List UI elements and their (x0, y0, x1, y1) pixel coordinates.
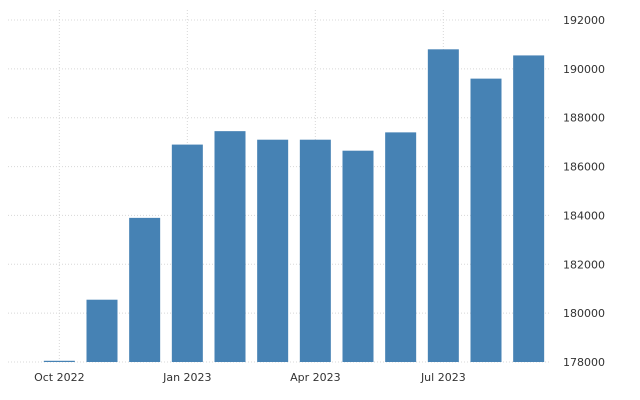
y-tick-label: 192000 (563, 14, 605, 27)
y-tick-label: 182000 (563, 258, 605, 271)
x-tick-label: Jul 2023 (420, 371, 466, 384)
x-tick-label: Apr 2023 (290, 371, 341, 384)
x-tick-label: Jan 2023 (162, 371, 211, 384)
y-tick-label: 178000 (563, 356, 605, 369)
y-tick-label: 180000 (563, 307, 605, 320)
y-tick-label: 184000 (563, 209, 605, 222)
bar-dec-2022 (129, 217, 161, 362)
bar-aug-2023 (470, 78, 502, 362)
y-axis-labels: 178000 180000 182000 184000 186000 188000 1900… (563, 14, 605, 369)
bar-sep-2023 (513, 55, 545, 363)
bars-group (43, 49, 545, 363)
y-tick-label: 188000 (563, 112, 605, 125)
bar-nov-2022 (86, 299, 118, 362)
bar-apr-2023 (299, 139, 331, 362)
bar-mar-2023 (257, 139, 289, 362)
bar-jul-2023 (427, 49, 459, 363)
bar-jun-2023 (385, 132, 417, 362)
y-tick-label: 190000 (563, 63, 605, 76)
bar-oct-2022 (43, 360, 75, 362)
x-axis-labels: Oct 2022 Jan 2023 Apr 2023 Jul 2023 (34, 371, 466, 384)
y-tick-label: 186000 (563, 161, 605, 174)
x-tick-label: Oct 2022 (34, 371, 85, 384)
bar-jan-2023 (171, 144, 203, 362)
bar-feb-2023 (214, 131, 246, 362)
bar-may-2023 (342, 150, 374, 362)
